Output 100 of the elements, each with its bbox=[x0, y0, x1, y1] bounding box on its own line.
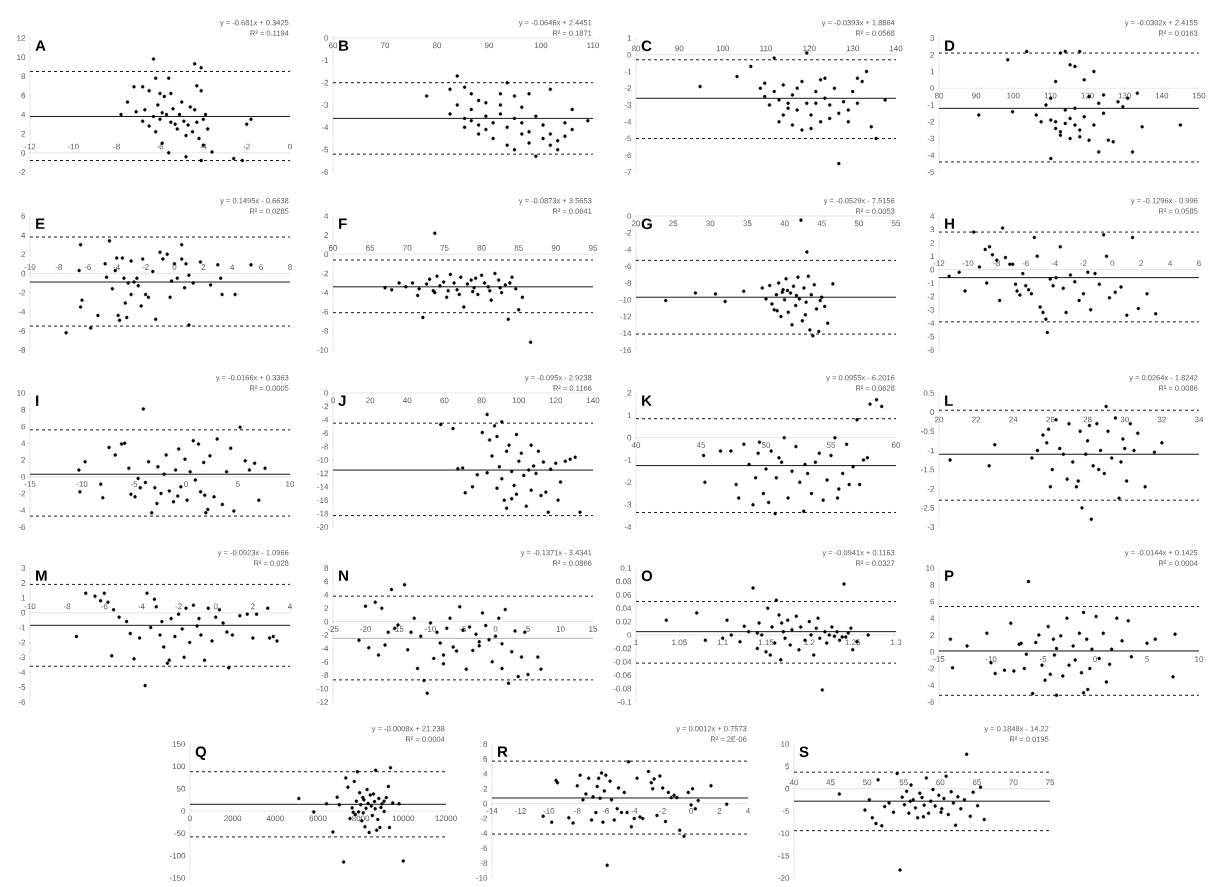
y-tick-label: 150 bbox=[172, 741, 186, 747]
chart-title: L bbox=[945, 395, 953, 406]
y-tick-label: -2.5 bbox=[921, 505, 935, 511]
y-tick-label: 0 bbox=[930, 409, 935, 415]
y-tick-label: -4 bbox=[927, 320, 935, 326]
y-tick-label: -3 bbox=[18, 654, 26, 661]
y-tick-label: -2 bbox=[321, 403, 329, 410]
chart-title: R bbox=[498, 746, 508, 757]
y-tick-label: -3 bbox=[321, 102, 329, 108]
y-tick-label: -3 bbox=[624, 102, 632, 108]
x-tick-label: 10 bbox=[1195, 656, 1204, 662]
y-tick-label: 100 bbox=[172, 763, 186, 770]
x-tick-label: 140 bbox=[889, 45, 903, 52]
x-tick-label: 90 bbox=[675, 45, 684, 52]
y-tick-label: 8 bbox=[21, 73, 26, 80]
y-tick-label: 3 bbox=[930, 35, 935, 41]
y-tick-label: -1 bbox=[624, 68, 632, 75]
y-tick-label: -1 bbox=[927, 102, 935, 108]
x-tick-label: 25 bbox=[669, 220, 678, 227]
y-tick-label: -10 bbox=[317, 347, 329, 353]
y-tick-label: -6 bbox=[18, 524, 26, 530]
x-tick-label: 130 bbox=[1118, 92, 1132, 99]
y-tick-label: -6 bbox=[321, 308, 329, 315]
y-tick-label: 1 bbox=[21, 595, 26, 601]
y-tick-label: 0 bbox=[324, 390, 329, 396]
y-tick-label: 2 bbox=[930, 632, 935, 638]
y-tick-label: 0.08 bbox=[616, 578, 632, 585]
x-tick-label: 20 bbox=[631, 220, 641, 227]
y-tick-label: -2 bbox=[321, 270, 329, 277]
y-tick-label: 4 bbox=[930, 615, 935, 621]
y-tick-label: -4 bbox=[321, 289, 329, 296]
y-tick-label: 0 bbox=[21, 609, 26, 616]
x-tick-label: 65 bbox=[366, 245, 375, 251]
y-tick-label: 4 bbox=[21, 111, 26, 118]
y-tick-label: -3 bbox=[927, 524, 935, 530]
x-tick-label: -4 bbox=[113, 264, 120, 270]
x-tick-label: 110 bbox=[587, 42, 600, 49]
y-tick-label: -6 bbox=[624, 152, 632, 159]
y-tick-label: -0.08 bbox=[613, 685, 632, 692]
x-tick-label: 100 bbox=[512, 397, 526, 404]
chart-title: K bbox=[642, 395, 652, 406]
y-tick-label: 0 bbox=[21, 150, 26, 156]
x-tick-label: 12000 bbox=[435, 815, 457, 822]
x-tick-label: 120 bbox=[549, 397, 563, 404]
x-tick-label: 120 bbox=[1081, 92, 1094, 99]
y-tick-label: -20 bbox=[317, 524, 329, 530]
chart-title: H bbox=[945, 218, 954, 229]
x-tick-label: 75 bbox=[1045, 779, 1055, 786]
y-tick-label: -4 bbox=[624, 524, 632, 530]
y-tick-label: 6 bbox=[930, 598, 935, 605]
y-tick-label: 4 bbox=[483, 771, 488, 777]
chart-title: P bbox=[945, 570, 954, 581]
chart-title: Q bbox=[195, 746, 207, 760]
chart-title: F bbox=[339, 218, 347, 229]
y-tick-label: 2 bbox=[324, 232, 329, 238]
x-tick-label: 85 bbox=[514, 245, 523, 251]
x-tick-label: -6 bbox=[156, 143, 164, 150]
x-tick-label: 15 bbox=[589, 626, 598, 632]
y-tick-label: -2 bbox=[927, 293, 935, 300]
x-tick-label: 80 bbox=[477, 397, 486, 404]
x-tick-label: 90 bbox=[484, 42, 494, 49]
y-tick-label: 10 bbox=[926, 565, 935, 571]
x-tick-label: 70 bbox=[1009, 779, 1018, 786]
x-tick-label: -10 bbox=[425, 626, 436, 632]
y-tick-label: -3 bbox=[927, 306, 935, 313]
y-tick-label: 10 bbox=[17, 390, 26, 396]
x-tick-label: -10 bbox=[962, 260, 974, 267]
y-tick-label: 6 bbox=[324, 578, 329, 585]
x-tick-label: 6 bbox=[259, 264, 263, 270]
x-tick-label: -8 bbox=[113, 143, 120, 150]
x-tick-label: 140 bbox=[586, 397, 600, 404]
y-tick-label: -2 bbox=[927, 665, 935, 672]
x-tick-label: 1 bbox=[634, 639, 638, 646]
y-tick-label: 0 bbox=[324, 35, 329, 41]
y-tick-label: -6 bbox=[321, 430, 329, 437]
y-tick-label: -6 bbox=[927, 347, 935, 353]
y-tick-label: 3 bbox=[930, 226, 935, 233]
x-tick-label: 2 bbox=[1139, 260, 1144, 267]
y-tick-label: 5 bbox=[785, 763, 790, 770]
y-tick-label: -150 bbox=[169, 875, 186, 881]
x-tick-label: 2000 bbox=[224, 815, 242, 822]
y-tick-label: -6 bbox=[927, 699, 935, 705]
x-tick-label: 5 bbox=[1145, 656, 1149, 662]
y-tick-label: 8 bbox=[324, 565, 329, 571]
x-tick-label: 8 bbox=[288, 264, 292, 270]
y-tick-label: 0 bbox=[627, 434, 632, 441]
x-tick-label: 50 bbox=[854, 220, 863, 227]
y-tick-label: 0 bbox=[785, 785, 790, 792]
y-tick-label: -12 bbox=[317, 699, 329, 705]
x-tick-label: 80 bbox=[477, 245, 486, 251]
x-tick-label: 70 bbox=[380, 42, 390, 49]
y-tick-label: 3 bbox=[21, 565, 26, 571]
x-tick-label: 4000 bbox=[266, 815, 284, 822]
y-tick-label: -2 bbox=[18, 169, 26, 175]
x-tick-label: 95 bbox=[588, 245, 598, 251]
x-tick-label: 4 bbox=[230, 264, 235, 270]
x-tick-label: 45 bbox=[826, 779, 835, 786]
y-tick-label: -2 bbox=[18, 490, 26, 497]
x-tick-label: 100 bbox=[716, 45, 730, 52]
x-tick-label: -2 bbox=[659, 808, 666, 814]
